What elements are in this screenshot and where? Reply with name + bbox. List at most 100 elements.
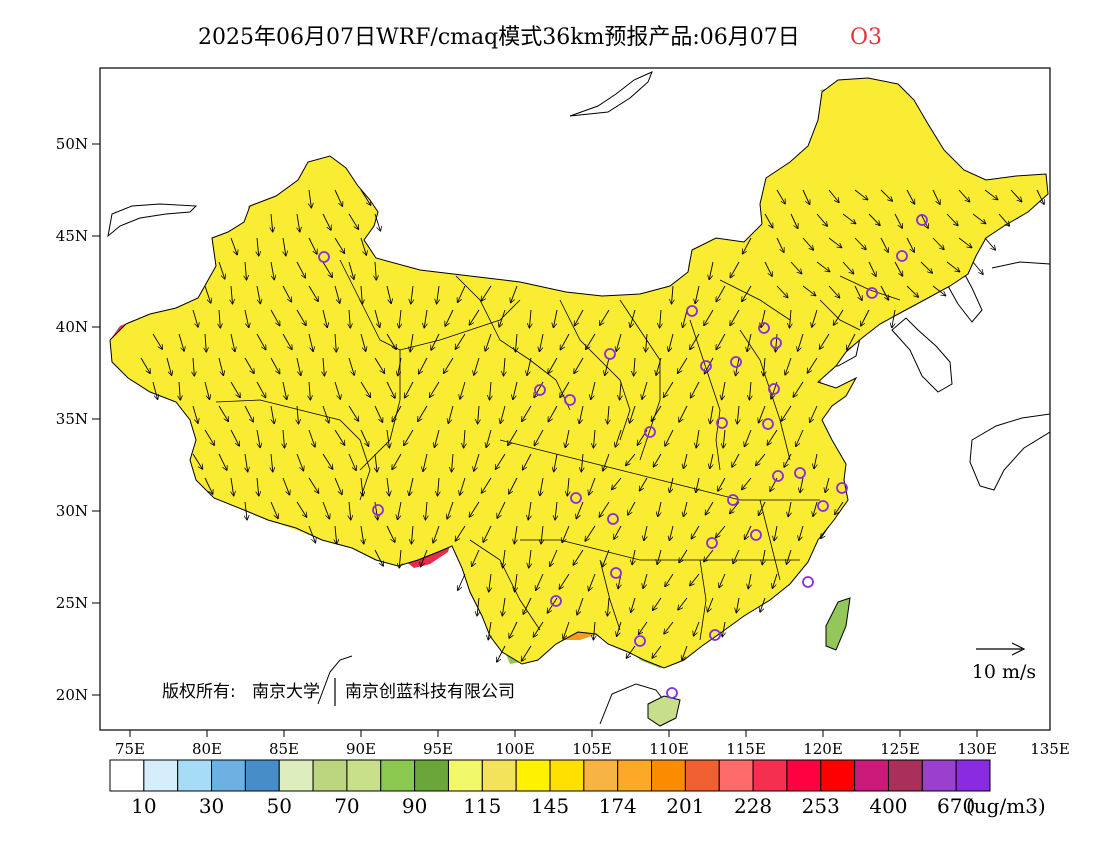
colorbar-tick-label: 30 (199, 794, 224, 818)
wind-arrow (581, 453, 583, 472)
lat-label: 25N (56, 594, 88, 612)
wind-arrow (972, 213, 986, 224)
wind-arrow (411, 525, 413, 544)
wind-arrow (1010, 189, 1022, 202)
wind-arrow (513, 381, 518, 400)
wind-arrow (152, 333, 162, 349)
colorbar-swatch (955, 759, 991, 792)
lat-label: 50N (56, 135, 88, 153)
wind-arrow (972, 261, 983, 274)
wind-arrow (361, 525, 364, 544)
lat-label: 30N (56, 502, 88, 520)
wind-arrow (653, 453, 662, 467)
wind-arrow (497, 645, 506, 662)
wind-arrow (550, 549, 558, 566)
wind-arrow (421, 549, 428, 567)
wind-arrow (710, 453, 714, 469)
wind-arrow (733, 549, 740, 564)
wind-arrow (657, 549, 662, 565)
wind-arrow (683, 501, 688, 517)
wind-arrow (786, 549, 792, 564)
wind-arrow (495, 453, 506, 469)
station-marker (916, 214, 928, 226)
wind-arrow (447, 501, 454, 519)
wind-arrow (192, 309, 198, 327)
wind-arrow (204, 429, 214, 445)
wind-arrow (612, 477, 622, 490)
wind-arrow (522, 405, 532, 421)
station-marker (896, 250, 908, 262)
wind-arrow (718, 477, 726, 491)
station-marker (607, 513, 619, 525)
wind-arrow (296, 309, 306, 326)
colorbar-tick-label: 115 (463, 794, 501, 818)
wind-arrow (591, 381, 596, 400)
wind-arrow (411, 285, 413, 304)
wind-arrow (813, 501, 818, 516)
wind-arrow (615, 429, 622, 447)
lat-label: 20N (56, 686, 88, 704)
wind-arrow (386, 525, 395, 542)
wind-arrow (502, 597, 505, 616)
wind-arrow (540, 477, 544, 496)
wind-arrow (488, 621, 491, 640)
wind-arrow (626, 645, 636, 658)
wind-arrow (483, 525, 492, 542)
wind-arrow (533, 621, 544, 637)
wind-arrow (460, 477, 466, 495)
wind-arrow (664, 621, 674, 634)
wind-arrow (816, 261, 830, 272)
wind-arrow (932, 189, 940, 204)
wind-arrow (205, 333, 206, 352)
wind-arrow (880, 285, 889, 300)
wind-arrow (764, 261, 772, 276)
wind-arrow (431, 333, 440, 350)
wind-arrow (653, 597, 662, 610)
wind-arrow (437, 285, 439, 304)
wind-arrow (946, 213, 958, 226)
wind-arrow (323, 357, 324, 376)
wind-arrow (833, 309, 844, 325)
station-marker (570, 492, 582, 504)
wind-arrow (664, 381, 674, 397)
wind-arrow (472, 549, 480, 566)
wind-arrow (271, 453, 273, 472)
wind-arrow (334, 189, 343, 206)
wind-arrow (348, 357, 354, 375)
station-marker (772, 470, 784, 482)
wind-arrow (309, 381, 310, 400)
wind-arrow (553, 309, 558, 328)
wind-arrow (696, 429, 699, 448)
wind-arrow (679, 405, 688, 422)
wind-arrow (361, 477, 363, 496)
station-marker (610, 567, 622, 579)
wind-arrow (669, 525, 674, 541)
wind-arrow (527, 357, 532, 376)
wind-vectors (140, 189, 1044, 662)
lon-label: 95E (423, 740, 453, 758)
wind-arrow (270, 501, 278, 519)
wind-arrow (646, 333, 647, 352)
wind-arrow (658, 501, 662, 517)
wind-arrow (374, 549, 383, 566)
wind-arrow (335, 333, 336, 352)
wind-arrow (375, 261, 376, 280)
wind-arrow (958, 189, 970, 202)
wind-arrow (257, 477, 259, 496)
wind-arrow (282, 381, 287, 400)
lon-label: 75E (115, 740, 145, 758)
wind-arrow (906, 237, 914, 252)
wind-arrow (617, 621, 622, 636)
wind-arrow (256, 429, 260, 448)
wind-arrow (231, 285, 233, 304)
wind-arrow (455, 525, 466, 541)
wind-arrow (892, 309, 896, 328)
wind-arrow (270, 405, 274, 424)
wind-arrow (748, 573, 751, 589)
colorbar-swatch (515, 759, 551, 792)
wind-arrow (256, 381, 266, 398)
wind-arrow (810, 405, 818, 422)
station-marker (750, 529, 762, 541)
wind-arrow (322, 453, 333, 469)
wind-arrow (767, 429, 778, 445)
